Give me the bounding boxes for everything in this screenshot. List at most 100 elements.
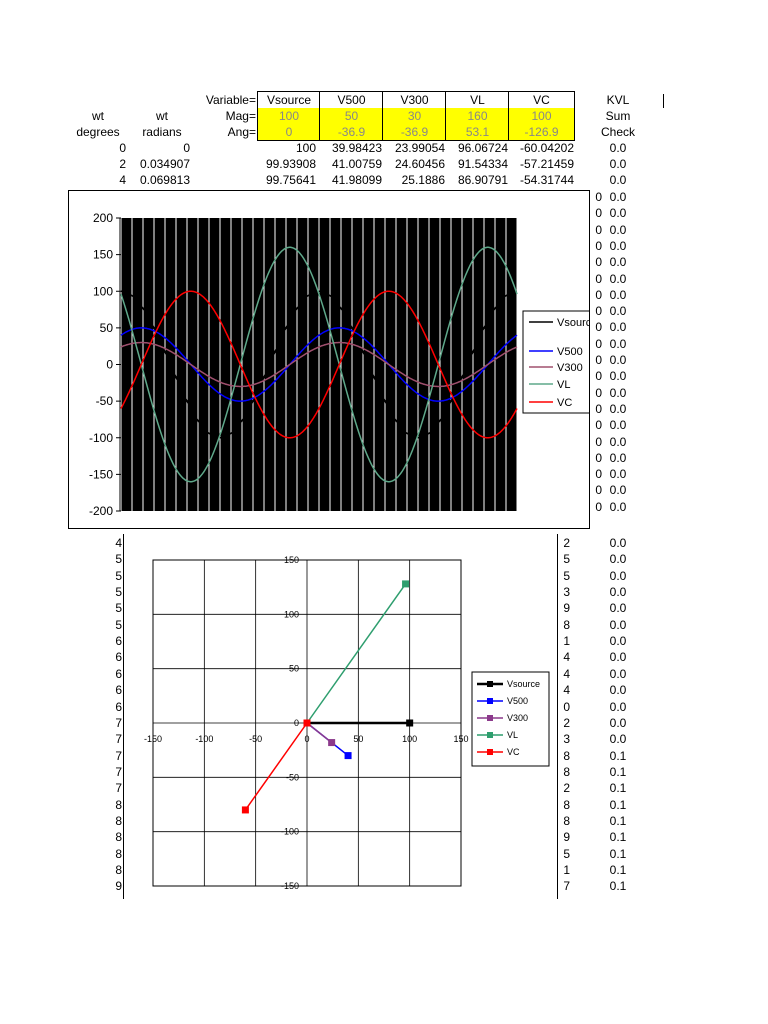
mag-vsource[interactable]: 100 — [257, 108, 321, 124]
table-cell: 23.99054 — [394, 141, 445, 155]
row-digit: 0 — [595, 222, 602, 237]
row-digit: 9 — [115, 879, 122, 894]
row-digit: 8 — [563, 764, 570, 779]
row-digit: 5 — [115, 601, 122, 616]
legend-box — [471, 671, 550, 767]
x-tick-label: -150 — [144, 734, 162, 744]
table-cell: 0.034907 — [139, 157, 190, 171]
kvl-cell: 0.1 — [609, 797, 627, 812]
var-header-v500[interactable]: V500 — [319, 91, 384, 109]
row-digit: 6 — [115, 683, 122, 698]
row-digit: 0 — [595, 353, 602, 367]
y-tick-label: 150 — [284, 555, 299, 565]
kvl-cell: 0.1 — [609, 863, 627, 877]
kvl-cell: 0.0 — [609, 320, 627, 335]
y-tick-label: 50 — [100, 321, 114, 335]
row-digit: 3 — [563, 585, 570, 600]
x-tick-label: 50 — [353, 734, 363, 744]
col-kvl-line3: Check — [600, 125, 635, 139]
x-tick-label: 150 — [453, 734, 468, 744]
row-digit: 5 — [115, 552, 122, 567]
row-digit: 2 — [563, 536, 570, 550]
x-tick-label: 0 — [304, 734, 309, 744]
y-tick-label: -150 — [89, 467, 113, 481]
ang-vl[interactable]: 53.1 — [445, 124, 510, 141]
row-digit: 5 — [115, 617, 122, 632]
row-digit: 7 — [115, 764, 122, 779]
kvl-cell: 0.0 — [609, 255, 627, 270]
kvl-cell: 0.0 — [609, 536, 627, 550]
kvl-cell: 0.0 — [609, 401, 627, 416]
table-cell: -60.04202 — [519, 141, 574, 155]
kvl-cell: 0.0 — [609, 650, 627, 665]
kvl-cell: 0.0 — [609, 336, 627, 351]
mag-vc[interactable]: 100 — [508, 108, 575, 124]
phasor-point-vc — [303, 719, 311, 727]
legend: Vsource V500 V300 VL VC — [471, 671, 550, 767]
row-digit: 8 — [115, 846, 122, 861]
series-line-vsource — [121, 290, 517, 439]
kvl-cell: 0.1 — [609, 879, 627, 894]
table-cell: 86.90791 — [457, 173, 508, 187]
mag-vl[interactable]: 160 — [445, 108, 510, 124]
ang-vsource[interactable]: 0 — [257, 124, 321, 141]
ang-v500[interactable]: -36.9 — [319, 124, 384, 141]
row-digit: 7 — [563, 879, 570, 894]
col-wt-radians-line2: radians — [142, 125, 182, 139]
table-cell: 25.1886 — [401, 173, 445, 187]
legend-label: Vsource — [507, 679, 540, 689]
series-line-vc — [120, 290, 518, 439]
table-cell: 24.60456 — [394, 157, 445, 171]
kvl-cell: 0.0 — [609, 568, 627, 583]
var-header-v300[interactable]: V300 — [382, 91, 447, 109]
waveform-chart[interactable]: 200 150 100 50 0 -50 -100 -150 -200 Vsource V500 V3… — [68, 190, 602, 529]
row-digit: 0 — [595, 238, 602, 253]
legend-marker — [487, 681, 493, 687]
kvl-cell: 0.0 — [609, 467, 627, 482]
table-cell: -57.21459 — [519, 157, 574, 171]
row-digit: 6 — [115, 650, 122, 665]
row-digit: 0 — [595, 385, 602, 400]
var-header-vsource[interactable]: Vsource — [257, 91, 321, 109]
y-tick-label: -150 — [281, 881, 299, 891]
phasor-point-v500 — [344, 752, 352, 760]
row-digit: 0 — [563, 699, 570, 714]
table-cell: 99.75641 — [265, 173, 316, 187]
row-digit: 8 — [563, 797, 570, 812]
y-tick-label: -200 — [89, 504, 113, 518]
row-digit: 8 — [563, 617, 570, 632]
row-digit: 0 — [595, 483, 602, 498]
y-tick-label: -50 — [96, 394, 114, 408]
y-tick-label: 150 — [93, 248, 113, 262]
row-digit: 4 — [563, 666, 570, 681]
data-rows: 0 0 100 39.98423 23.99054 96.06724 -60.04202 0.… — [0, 140, 768, 190]
ang-label: Ang= — [227, 125, 256, 139]
var-header-vl[interactable]: VL — [445, 91, 510, 109]
row-digit: 1 — [563, 634, 570, 649]
ang-vc[interactable]: -126.9 — [508, 124, 575, 141]
var-header-vc[interactable]: VC — [508, 91, 575, 109]
row-digit: 4 — [115, 536, 122, 550]
variable-label: Variable= — [205, 93, 256, 107]
row-digit: 0 — [595, 336, 602, 351]
kvl-cell: 0.0 — [609, 369, 627, 384]
kvl-column-bottom: 0.0 0.0 0.0 0.0 0.0 0.0 0.0 0.0 0.0 0.0 0.0 0.0 0.0 0… — [580, 535, 660, 895]
kvl-cell: 0.0 — [609, 418, 627, 433]
phasor-line-v300 — [306, 722, 333, 744]
kvl-cell: 0.1 — [609, 813, 627, 828]
y-tick-label: -100 — [281, 827, 299, 837]
legend-label: V500 — [507, 696, 528, 706]
ang-v300[interactable]: -36.9 — [382, 124, 447, 141]
row-digit: 8 — [563, 748, 570, 763]
mag-v300[interactable]: 30 — [382, 108, 447, 124]
phasor-chart[interactable]: -150 -100 -50 0 50 100 150 150 100 50 0 -50 -100 -150… — [123, 534, 558, 899]
kvl-cell: 0.0 — [609, 634, 627, 649]
legend-label: VC — [557, 397, 572, 409]
mag-v500[interactable]: 50 — [319, 108, 384, 124]
kvl-cell: 0.0 — [609, 666, 627, 681]
row-digit: 4 — [563, 650, 570, 665]
col-wt-degrees-line2: degrees — [76, 125, 120, 139]
phasor-line-vc — [244, 722, 308, 811]
kvl-cell: 0.0 — [609, 206, 627, 221]
